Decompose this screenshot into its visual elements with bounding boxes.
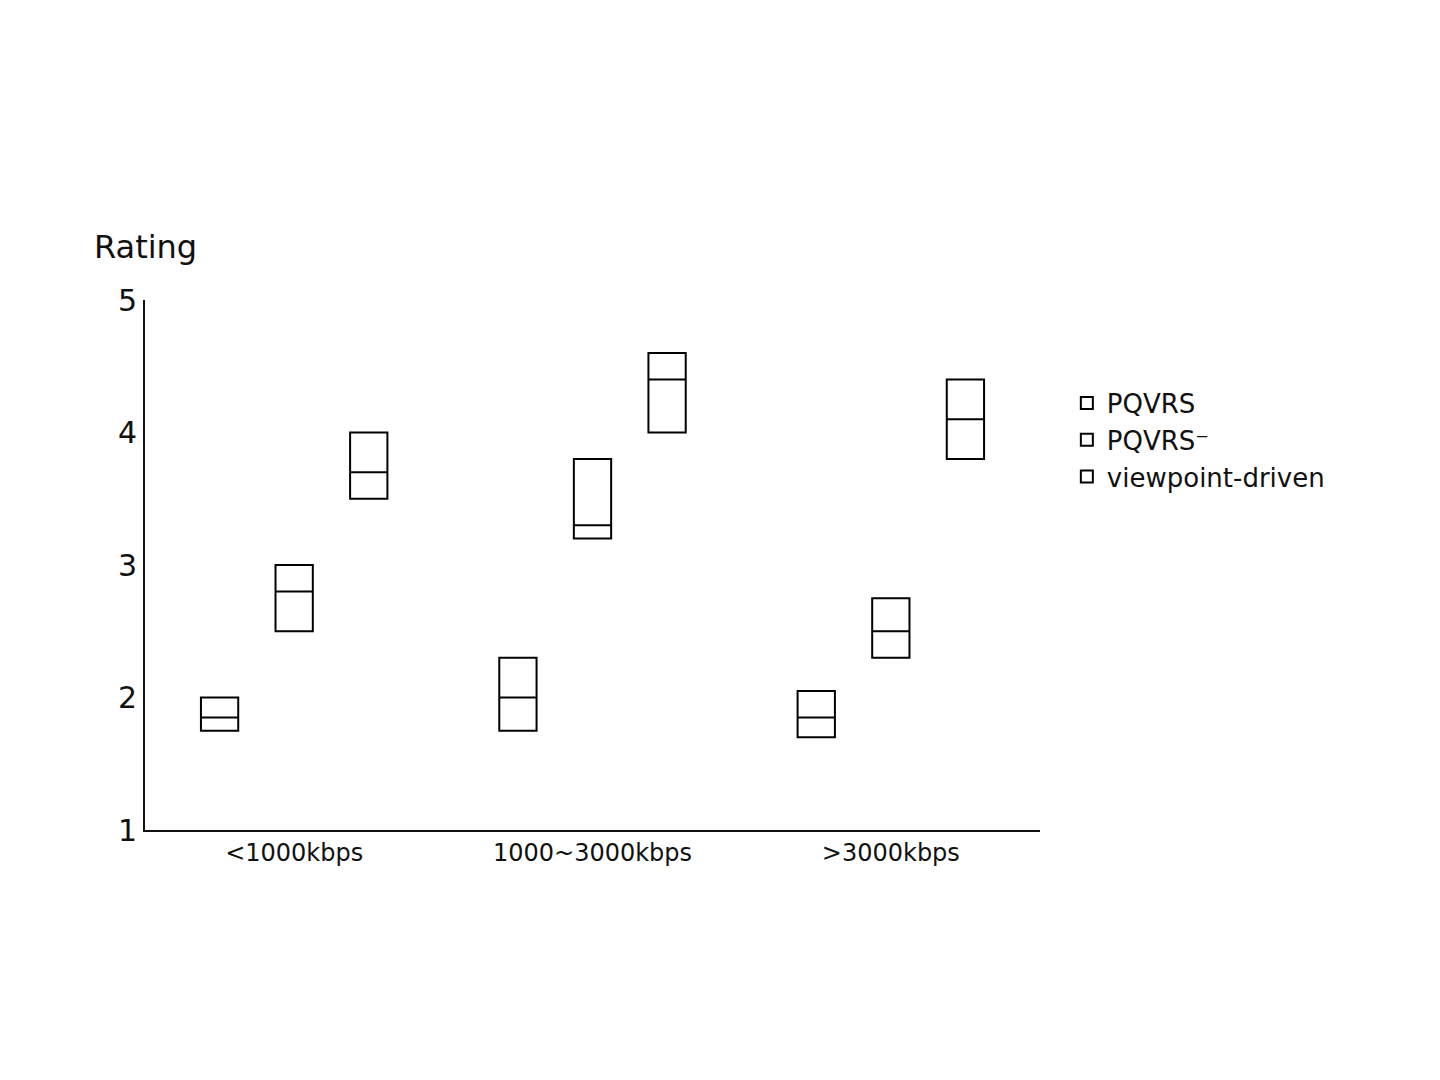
svg-text:>3000kbps: >3000kbps bbox=[822, 839, 960, 867]
svg-text:3: 3 bbox=[118, 548, 137, 583]
svg-text:Rating: Rating bbox=[94, 228, 197, 266]
svg-text:4: 4 bbox=[118, 415, 137, 450]
svg-text:2: 2 bbox=[118, 680, 137, 715]
svg-text:viewpoint-driven: viewpoint-driven bbox=[1107, 463, 1325, 493]
svg-text:PQVRS: PQVRS bbox=[1107, 389, 1196, 419]
svg-text:5: 5 bbox=[118, 283, 137, 318]
svg-text:PQVRS⁻: PQVRS⁻ bbox=[1107, 426, 1209, 456]
svg-text:1000~3000kbps: 1000~3000kbps bbox=[493, 839, 692, 867]
svg-text:1: 1 bbox=[118, 813, 137, 848]
svg-text:<1000kbps: <1000kbps bbox=[225, 839, 363, 867]
